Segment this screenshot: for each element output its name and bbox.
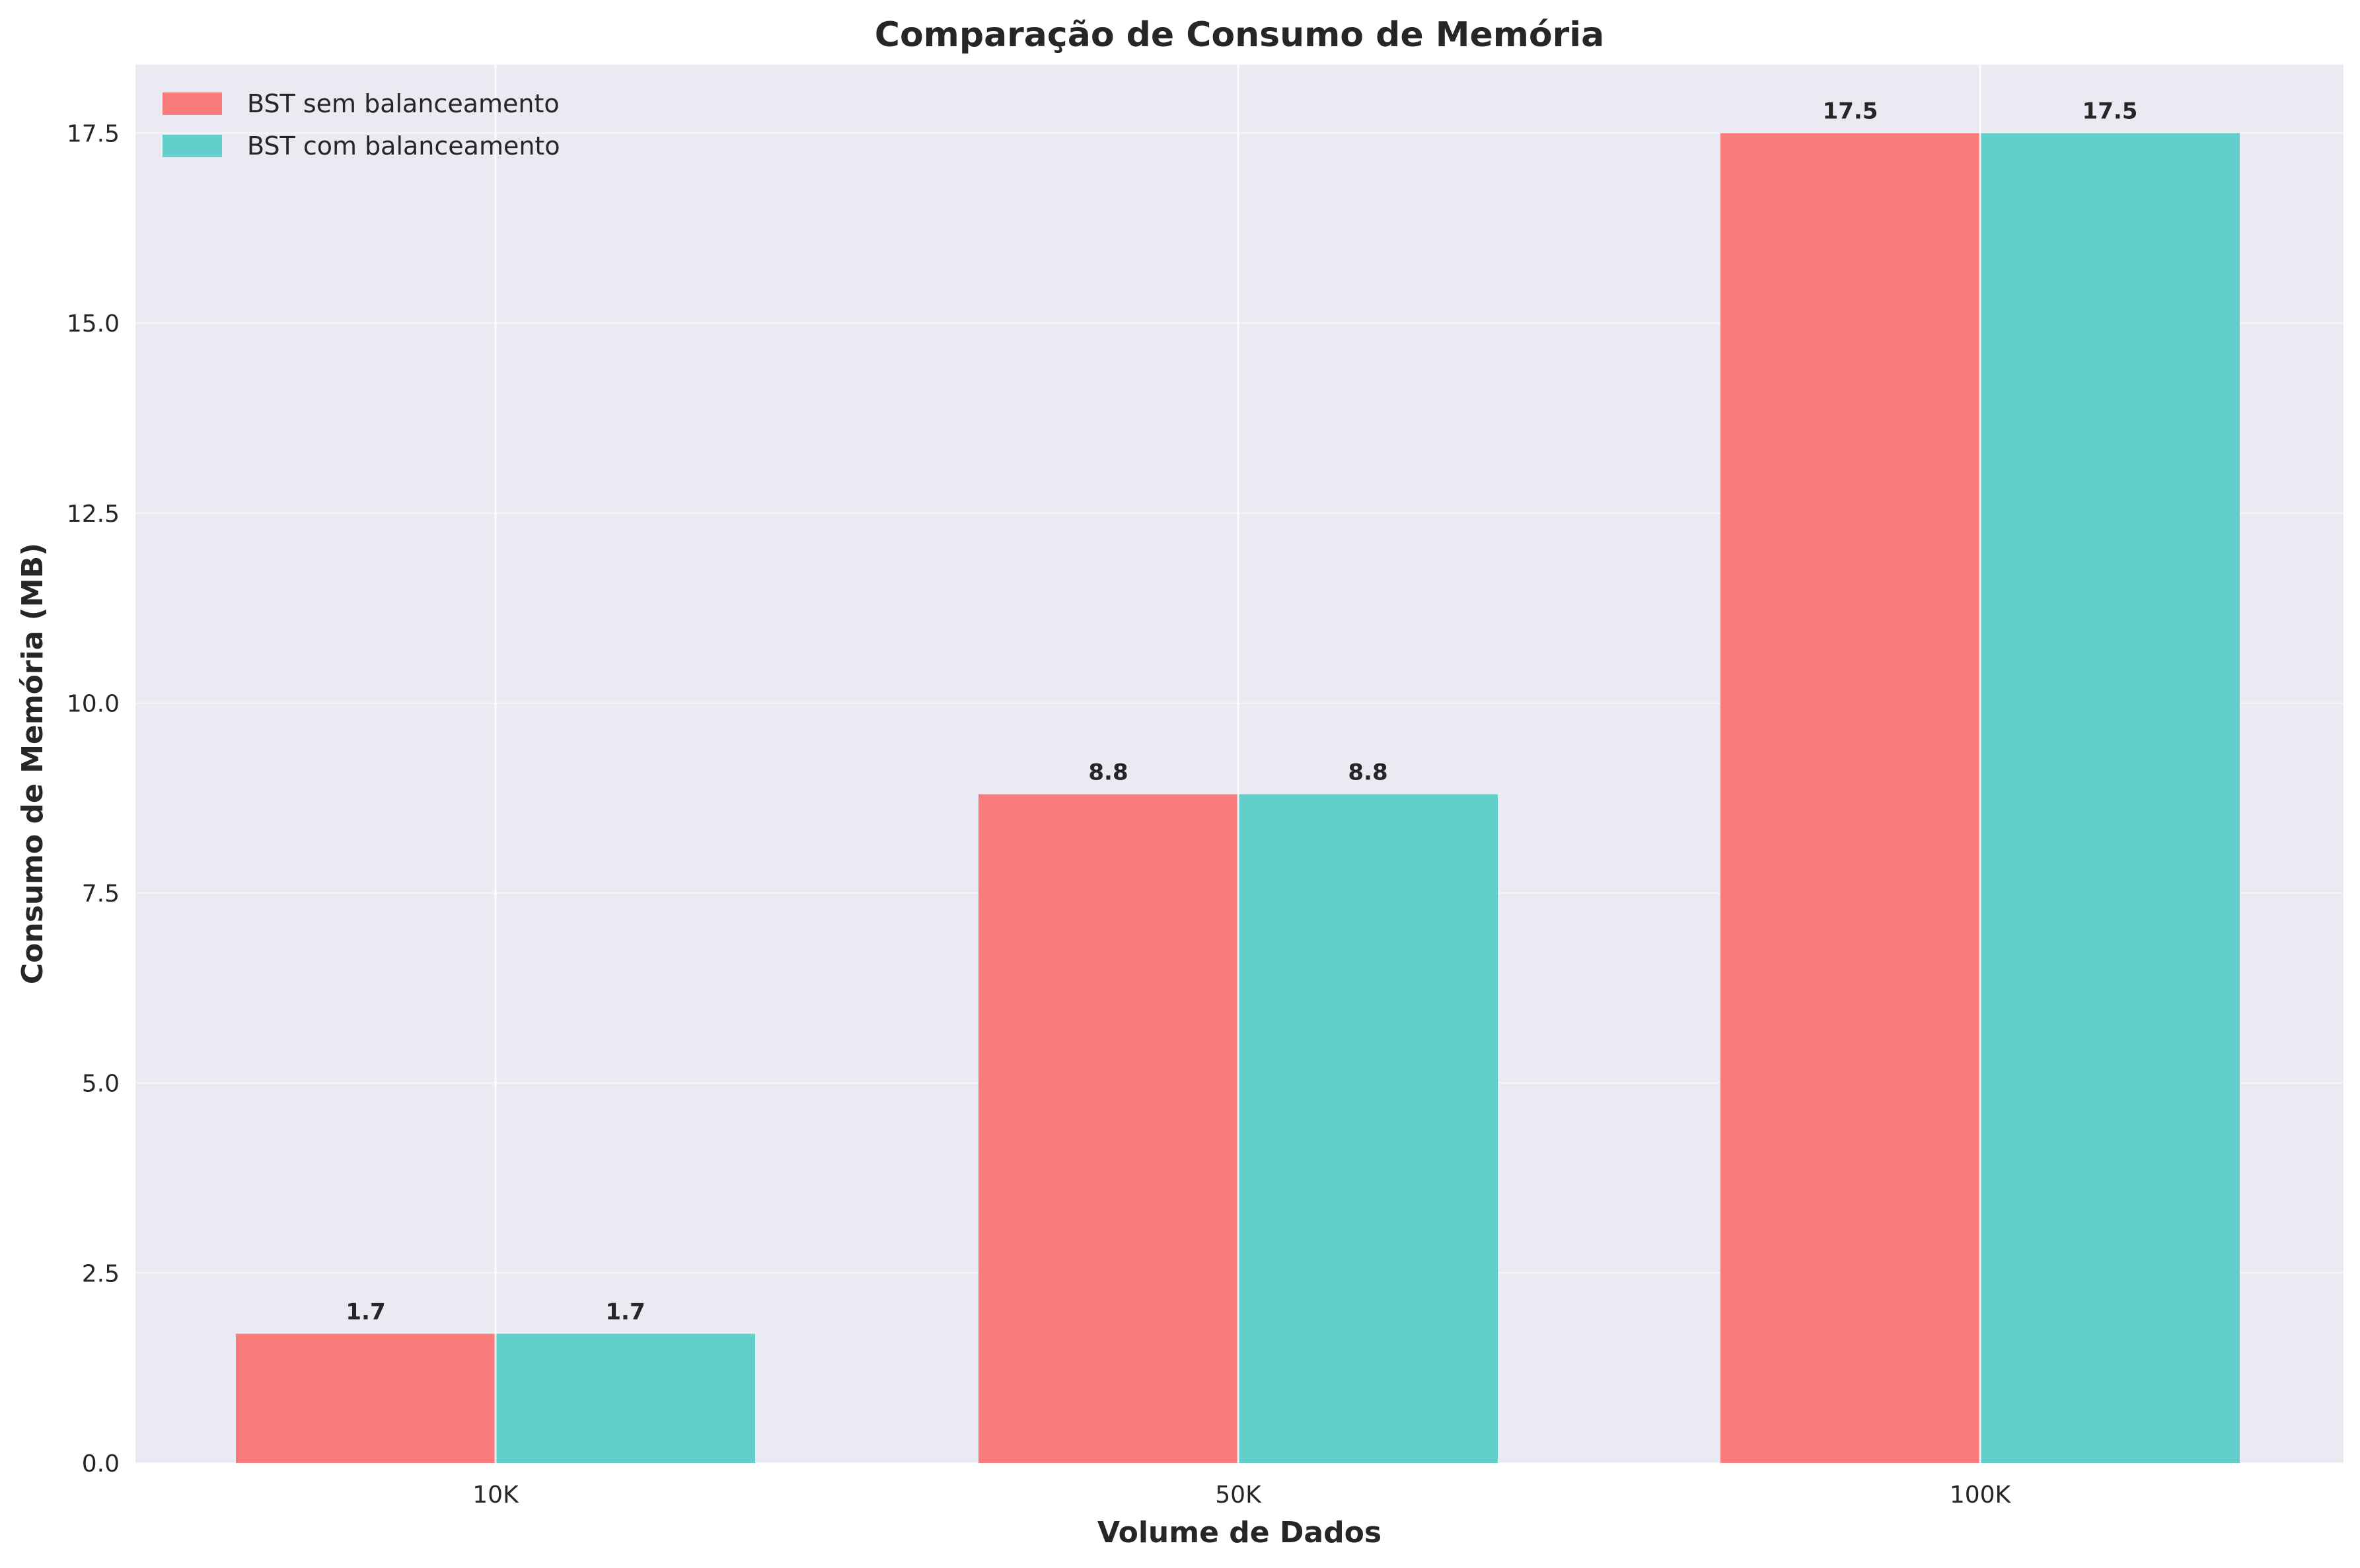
bars <box>236 133 2240 1463</box>
y-tick-label: 2.5 <box>82 1260 120 1287</box>
bar-com-100K <box>1980 133 2240 1463</box>
chart-title: Comparação de Consumo de Memória <box>875 15 1604 55</box>
legend: BST sem balanceamento BST com balanceame… <box>163 89 560 160</box>
x-tick-label: 50K <box>1215 1481 1262 1509</box>
bar-sem-50K <box>978 794 1238 1463</box>
bar-com-10K <box>496 1334 755 1463</box>
bar-value-label: 1.7 <box>605 1299 645 1325</box>
y-axis-label: Consumo de Memória (MB) <box>16 543 50 984</box>
y-tick-label: 7.5 <box>82 880 120 908</box>
y-tick-labels: 0.0 2.5 5.0 7.5 10.0 12.5 15.0 17.5 <box>67 121 120 1478</box>
x-tick-label: 10K <box>472 1481 519 1509</box>
legend-label-com: BST com balanceamento <box>247 131 560 160</box>
bar-value-label: 17.5 <box>2083 98 2138 125</box>
bar-value-label: 8.8 <box>1088 760 1128 786</box>
bar-com-50K <box>1238 794 1498 1463</box>
legend-swatch-sem <box>163 92 222 115</box>
y-tick-label: 10.0 <box>67 690 120 717</box>
data-labels: 1.7 8.8 17.5 1.7 8.8 17.5 <box>346 98 2137 1326</box>
bar-sem-100K <box>1720 133 1980 1463</box>
bar-value-label: 1.7 <box>346 1299 385 1325</box>
y-tick-label: 12.5 <box>67 501 120 528</box>
x-tick-label: 100K <box>1950 1481 2012 1509</box>
x-grid-lines <box>494 65 1981 1463</box>
y-tick-label: 15.0 <box>67 310 120 338</box>
y-tick-label: 0.0 <box>82 1450 120 1478</box>
bar-value-label: 17.5 <box>1823 98 1878 125</box>
legend-swatch-com <box>163 135 222 157</box>
x-axis-label: Volume de Dados <box>1097 1516 1382 1550</box>
legend-label-sem: BST sem balanceamento <box>247 89 560 118</box>
y-tick-label: 5.0 <box>82 1071 120 1098</box>
bar-sem-10K <box>236 1334 496 1463</box>
x-tick-labels: 10K 50K 100K <box>472 1481 2011 1509</box>
bar-value-label: 8.8 <box>1348 760 1387 786</box>
y-tick-label: 17.5 <box>67 121 120 148</box>
